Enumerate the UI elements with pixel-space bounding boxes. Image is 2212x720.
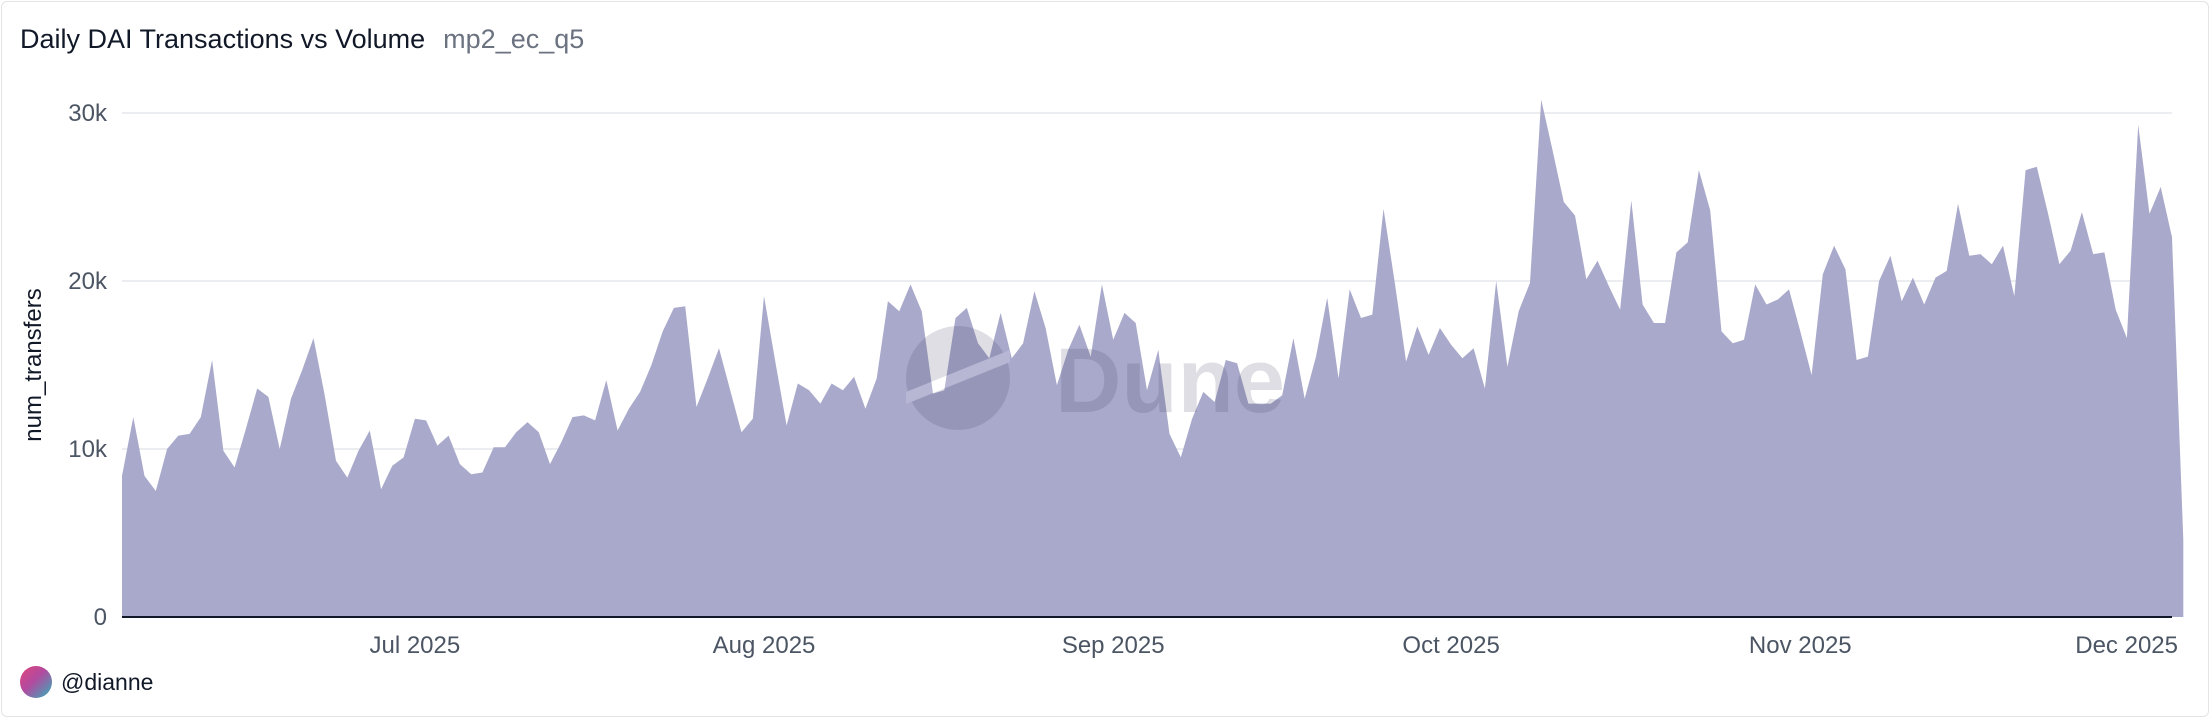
- y-tick-label: 0: [94, 604, 107, 631]
- x-tick-label: Dec 2025: [2075, 632, 2178, 659]
- dune-watermark: Dune: [906, 326, 1285, 432]
- y-tick-label: 20k: [68, 268, 108, 295]
- query-name[interactable]: mp2_ec_q5: [443, 24, 585, 54]
- author-handle[interactable]: @dianne: [61, 668, 154, 695]
- x-tick-label: Jul 2025: [369, 632, 460, 659]
- chart-header: Daily DAI Transactions vs Volume mp2_ec_…: [20, 24, 584, 55]
- y-tick-label: 30k: [68, 100, 108, 127]
- chart-title: Daily DAI Transactions vs Volume: [20, 24, 426, 54]
- x-tick-label: Nov 2025: [1749, 632, 1852, 659]
- avatar[interactable]: [20, 666, 52, 698]
- x-tick-label: Oct 2025: [1402, 632, 1499, 659]
- y-tick-label: 10k: [68, 436, 108, 463]
- chart-footer: @dianne: [20, 666, 153, 698]
- y-axis-label: num_transfers: [20, 288, 47, 441]
- x-tick-label: Sep 2025: [1062, 632, 1165, 659]
- x-tick-label: Aug 2025: [713, 632, 816, 659]
- svg-text:Dune: Dune: [1055, 330, 1285, 432]
- series-area: [122, 99, 2184, 618]
